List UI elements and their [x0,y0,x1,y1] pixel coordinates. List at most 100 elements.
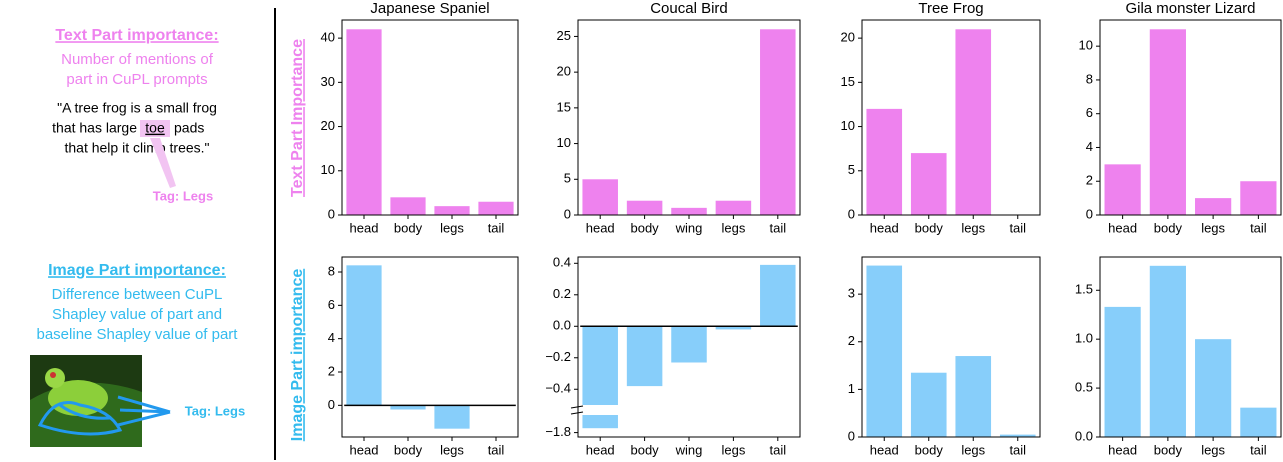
highlight-box [140,120,170,137]
x-tick-label: body [630,442,659,457]
bar [715,200,752,215]
plot-frame [1099,19,1282,216]
x-tick-label: body [1154,220,1183,235]
bar [626,326,663,387]
x-tick-label: legs [961,220,985,235]
bar [955,29,992,215]
y-tick-label: 4 [1086,139,1093,154]
x-tick-label: head [350,442,379,457]
bar [910,153,947,215]
image-desc: Shapley value of part and [52,306,222,323]
y-tick-label: 5 [848,162,855,177]
x-tick-label: legs [721,442,745,457]
bar [478,201,514,215]
axis-break [570,411,584,415]
x-tick-label: tail [769,442,786,457]
y-tick-label: 8 [328,263,335,278]
bar [346,265,382,406]
x-tick-label: legs [1201,220,1225,235]
bar [910,372,947,437]
y-tick-label: 15 [841,74,855,89]
y-tick-label: 1.5 [1075,282,1093,297]
text-title: Text Part importance: [55,27,218,44]
bar [760,264,796,327]
plot-frame [577,256,801,438]
text-tag: Tag: Legs [153,188,213,203]
x-tick-label: legs [1201,442,1225,457]
y-tick-label: 30 [321,74,335,89]
y-tick-label: 10 [557,135,571,150]
y-tick-label: 2 [1086,173,1093,188]
bar [582,179,618,215]
axis-break-gap [572,407,582,413]
chart-title: Japanese Spaniel [370,0,489,17]
x-tick-label: legs [440,442,464,457]
bar [626,200,663,215]
bar [866,265,903,437]
bar [582,326,618,405]
plot-frame [1099,256,1282,438]
x-tick-label: tail [488,220,505,235]
x-tick-label: tail [1250,442,1267,457]
bar [390,197,426,215]
x-tick-label: tail [769,220,786,235]
row-label: Image Part importance [289,269,306,442]
x-tick-label: wing [675,220,703,235]
bar [434,206,470,215]
image-title: Image Part importance: [48,262,226,279]
y-tick-label: 0 [328,397,335,412]
y-tick-label: 20 [841,30,855,45]
y-tick-label: 10 [1079,38,1093,53]
y-tick-label: 0.5 [1075,380,1093,395]
bar [582,415,618,429]
bar [1149,29,1186,215]
y-tick-label: 0 [328,206,335,221]
chart-title: Tree Frog [918,0,983,17]
bar [955,356,992,437]
x-tick-label: body [394,442,423,457]
x-tick-label: head [870,220,899,235]
bar [1104,306,1141,437]
bar [434,405,470,429]
y-tick-label: −0.4 [545,381,571,396]
plot-frame [341,19,519,216]
x-tick-label: tail [1009,442,1026,457]
x-tick-label: head [870,442,899,457]
y-tick-label: 15 [557,99,571,114]
x-tick-label: head [1108,220,1137,235]
plot-frame [577,19,801,216]
bar [866,108,903,215]
y-tick-label: 20 [557,64,571,79]
row-label: Text Part Importance [289,39,306,197]
bar [1104,164,1141,215]
y-tick-label: 0.0 [553,318,571,333]
x-tick-label: head [586,442,615,457]
y-tick-label: 10 [841,118,855,133]
bar [999,434,1036,437]
y-tick-label: 0 [848,206,855,221]
axis-break [570,405,584,409]
y-tick-label: 0.0 [1075,428,1093,443]
y-tick-label: 20 [321,118,335,133]
quote: "A tree frog is a small frog [57,100,217,116]
bar [1240,181,1277,215]
y-tick-label: 1.0 [1075,331,1093,346]
y-tick-label: 40 [321,30,335,45]
chart-title: Gila monster Lizard [1125,0,1255,17]
x-tick-label: legs [721,220,745,235]
x-tick-label: legs [440,220,464,235]
y-tick-label: 0 [848,428,855,443]
text-desc: Number of mentions of [61,51,214,68]
y-tick-label: 6 [1086,105,1093,120]
x-tick-label: tail [1009,220,1026,235]
image-desc: Difference between CuPL [52,286,223,303]
y-tick-label: 1 [848,381,855,396]
y-tick-label: −1.8 [545,424,571,439]
x-tick-label: head [586,220,615,235]
y-tick-label: 0 [564,206,571,221]
x-tick-label: body [630,220,659,235]
bar [671,207,707,215]
quote: pads [174,120,204,136]
tag-pointer [150,138,176,188]
